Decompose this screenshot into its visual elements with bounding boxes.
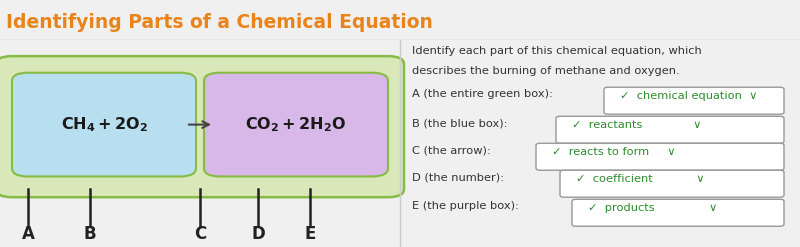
Text: ✓  coefficient            ∨: ✓ coefficient ∨: [576, 174, 705, 184]
FancyBboxPatch shape: [572, 199, 784, 226]
Text: ✓  chemical equation  ∨: ✓ chemical equation ∨: [620, 91, 758, 101]
FancyBboxPatch shape: [560, 170, 784, 197]
Text: $\mathbf{CO_2 + 2H_2O}$: $\mathbf{CO_2 + 2H_2O}$: [246, 115, 346, 134]
FancyBboxPatch shape: [12, 73, 196, 176]
Text: B: B: [84, 225, 96, 243]
Text: D (the number):: D (the number):: [412, 172, 504, 182]
Text: D: D: [251, 225, 265, 243]
FancyBboxPatch shape: [0, 56, 404, 197]
Text: E (the purple box):: E (the purple box):: [412, 201, 519, 211]
FancyBboxPatch shape: [556, 116, 784, 143]
Text: E: E: [304, 225, 316, 243]
FancyBboxPatch shape: [536, 143, 784, 170]
Text: $\mathbf{CH_4 + 2O_2}$: $\mathbf{CH_4 + 2O_2}$: [61, 115, 147, 134]
Text: ✓  reactants              ∨: ✓ reactants ∨: [572, 121, 702, 130]
Text: C: C: [194, 225, 206, 243]
Text: B (the blue box):: B (the blue box):: [412, 118, 507, 128]
Text: Identifying Parts of a Chemical Equation: Identifying Parts of a Chemical Equation: [6, 13, 433, 32]
Text: ✓  reacts to form     ∨: ✓ reacts to form ∨: [552, 147, 676, 157]
Text: Identify each part of this chemical equation, which: Identify each part of this chemical equa…: [412, 46, 702, 56]
Text: describes the burning of methane and oxygen.: describes the burning of methane and oxy…: [412, 66, 680, 77]
Text: C (the arrow):: C (the arrow):: [412, 145, 490, 155]
Text: ✓  products               ∨: ✓ products ∨: [588, 204, 718, 213]
FancyBboxPatch shape: [604, 87, 784, 114]
Text: A: A: [22, 225, 34, 243]
FancyBboxPatch shape: [204, 73, 388, 176]
Text: A (the entire green box):: A (the entire green box):: [412, 89, 553, 99]
